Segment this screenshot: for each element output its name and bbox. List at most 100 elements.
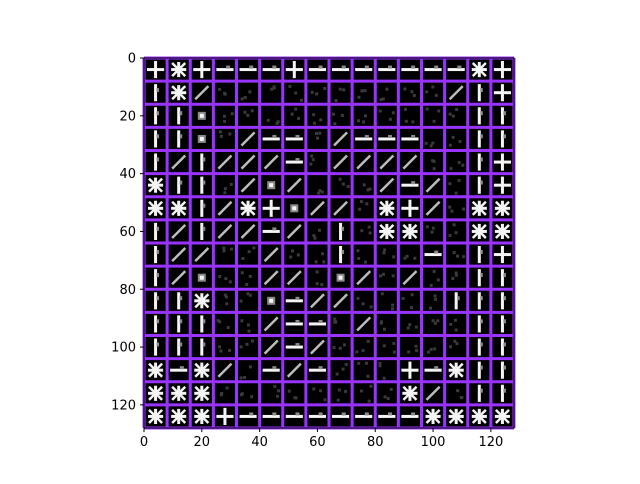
x-tick-label: 40 <box>251 435 268 450</box>
tile-noise <box>222 246 226 250</box>
heatmap-cell <box>217 223 233 239</box>
tile-stroke <box>379 177 395 193</box>
tile-stroke <box>202 226 206 231</box>
heatmap-cell <box>310 86 327 96</box>
heatmap-cell <box>424 366 442 372</box>
tile-stroke <box>500 176 504 194</box>
tile-noise <box>337 388 341 392</box>
tile-noise <box>341 367 345 371</box>
tile-noise <box>454 191 458 195</box>
heatmap-cell <box>448 362 464 378</box>
tile-stroke <box>262 229 280 233</box>
heatmap-cell <box>403 107 415 124</box>
tile-noise <box>252 246 256 250</box>
heatmap-cell <box>177 107 183 125</box>
tile-noise <box>448 182 452 186</box>
tile-noise <box>456 389 460 393</box>
tile-stroke <box>200 199 204 217</box>
heatmap-cell <box>240 131 256 147</box>
tile-stroke <box>240 131 256 147</box>
tile-noise <box>366 374 370 378</box>
tile-noise <box>454 273 458 277</box>
tile-stroke <box>200 61 204 79</box>
heatmap-cell <box>266 118 280 125</box>
tile-stroke <box>500 153 504 171</box>
tile-stroke <box>202 180 206 185</box>
tile-stroke <box>494 200 510 216</box>
tile-noise <box>296 253 300 257</box>
tile-stroke <box>217 200 233 216</box>
tile-stroke <box>285 414 303 418</box>
heatmap-cell <box>477 107 483 125</box>
heatmap-cell <box>240 319 251 333</box>
tile-noise <box>332 346 336 350</box>
heatmap-cell <box>177 292 183 310</box>
tile-noise <box>224 295 228 299</box>
heatmap-cell <box>240 90 252 101</box>
plot-area <box>142 56 516 430</box>
tile-noise <box>410 90 414 94</box>
tile-noise <box>460 396 464 400</box>
tile-stroke <box>262 414 280 418</box>
heatmap-cell <box>148 385 164 401</box>
tile-stroke <box>263 247 279 263</box>
tile-noise <box>367 225 371 229</box>
heatmap-cell <box>382 248 396 259</box>
tile-noise <box>217 345 221 349</box>
tile-stroke <box>480 249 483 254</box>
y-tick-label: 20 <box>119 109 136 124</box>
tile-stroke <box>500 246 504 264</box>
heatmap-cell <box>360 225 372 235</box>
heatmap-cell <box>477 84 483 102</box>
heatmap-cell <box>148 200 164 216</box>
tile-stroke <box>285 345 303 349</box>
tile-stroke <box>425 177 441 193</box>
tile-stroke <box>295 158 300 162</box>
tile-noise <box>424 141 428 145</box>
tile-stroke <box>177 176 181 194</box>
tile-stroke <box>263 316 279 332</box>
tile-stroke <box>500 315 504 333</box>
tile-noise <box>226 326 230 330</box>
tile-noise <box>310 154 314 158</box>
tile-noise <box>433 321 437 325</box>
heatmap-cell <box>401 134 419 141</box>
heatmap-cell <box>267 296 276 305</box>
tile-noise <box>462 207 466 211</box>
tile-stroke <box>194 385 210 401</box>
tile-noise <box>318 131 322 135</box>
tile-stroke <box>286 362 302 378</box>
heatmap-cell <box>217 362 233 378</box>
tile-stroke <box>333 293 349 309</box>
heatmap-cell <box>317 189 324 195</box>
tile-stroke <box>262 368 280 372</box>
heatmap-cell <box>401 65 419 72</box>
tile-noise <box>357 119 361 123</box>
tile-noise <box>299 98 303 102</box>
heatmap-cell <box>500 107 506 125</box>
heatmap-cell <box>477 338 483 356</box>
tile-stroke <box>156 273 160 278</box>
tile-stroke <box>177 130 181 148</box>
tile-noise <box>323 86 327 90</box>
heatmap-cell <box>222 246 233 253</box>
heatmap-cell <box>200 222 206 240</box>
tile-stroke <box>156 226 160 231</box>
tile-noise <box>288 84 292 88</box>
tile-noise <box>452 223 456 227</box>
tile-noise <box>433 294 437 298</box>
tile-noise <box>344 363 348 367</box>
tile-stroke <box>503 296 506 301</box>
heatmap-cell <box>285 343 303 349</box>
heatmap-cell <box>263 316 279 332</box>
tile-noise <box>315 282 319 286</box>
tile-noise <box>407 350 411 354</box>
heatmap-cell <box>339 246 345 264</box>
heatmap-cell <box>273 384 280 398</box>
tile-noise <box>436 319 440 323</box>
tile-stroke <box>425 408 441 424</box>
heatmap-cell <box>500 292 506 310</box>
tile-stroke <box>200 222 204 240</box>
tile-stroke <box>171 385 187 401</box>
heatmap-cell <box>308 319 326 326</box>
